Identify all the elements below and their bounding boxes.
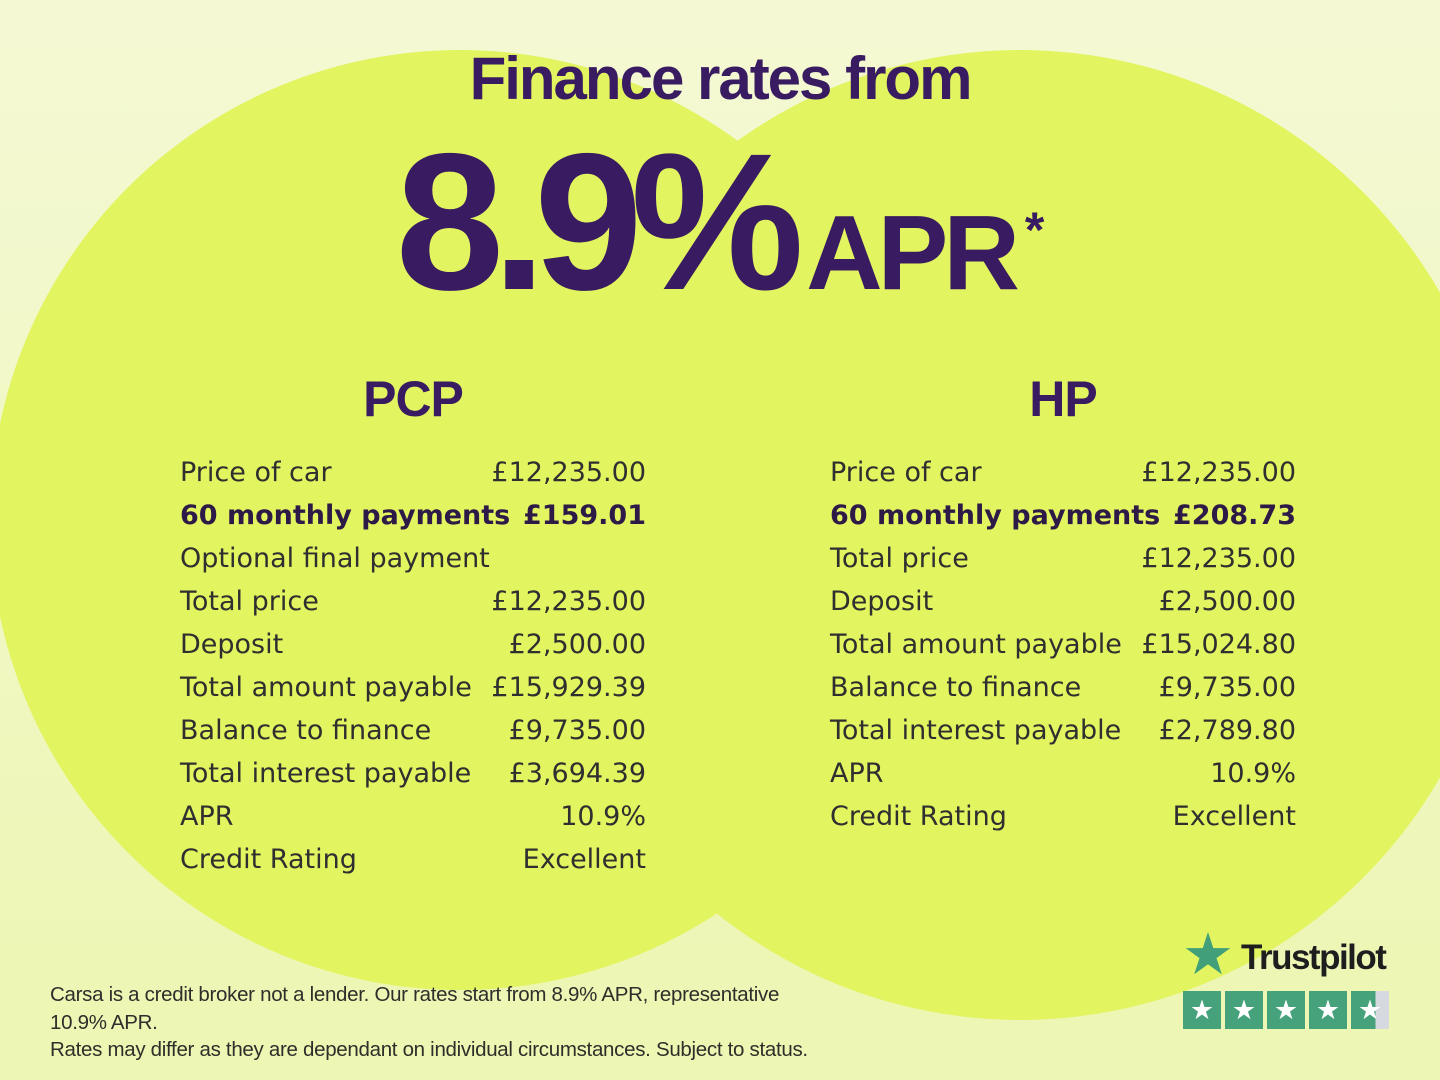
row-value: £208.73 (1173, 500, 1296, 531)
row-value: £12,235.00 (491, 586, 646, 617)
table-row: Optional final payment (180, 537, 646, 580)
table-row: APR 10.9% (830, 752, 1296, 795)
row-label: Price of car (180, 457, 332, 488)
star-icon: ★ (1315, 995, 1341, 1025)
background-circle-right (535, 50, 1440, 1020)
hero-rate-value: 8.9% (395, 113, 804, 331)
row-label: Price of car (830, 457, 982, 488)
row-value: £9,735.00 (508, 715, 646, 746)
table-row: Credit Rating Excellent (830, 795, 1296, 838)
row-label: Deposit (180, 629, 284, 660)
row-value: £12,235.00 (1141, 543, 1296, 574)
table-row: Price of car £12,235.00 (180, 451, 646, 494)
table-row: Total price £12,235.00 (830, 537, 1296, 580)
row-value: £12,235.00 (1141, 457, 1296, 488)
row-label: Optional final payment (180, 543, 490, 574)
row-value: £15,929.39 (491, 672, 646, 703)
row-label: APR (180, 801, 234, 832)
rating-star-box: ★ (1225, 991, 1263, 1029)
row-label: Deposit (830, 586, 934, 617)
row-value: 10.9% (560, 801, 646, 832)
hp-finance-table: HP Price of car £12,235.00 60 monthly pa… (830, 372, 1296, 838)
row-label: 60 monthly payments (180, 500, 511, 531)
disclaimer-text: Carsa is a credit broker not a lender. O… (50, 981, 810, 1064)
row-label: Credit Rating (830, 801, 1007, 832)
hero-apr-label: APR (806, 194, 1020, 312)
trustpilot-brand-text: Trustpilot (1241, 938, 1387, 977)
hp-rows: Price of car £12,235.00 60 monthly payme… (830, 451, 1296, 838)
table-row: Deposit £2,500.00 (830, 580, 1296, 623)
star-icon: ★ (1189, 995, 1215, 1025)
table-row: Balance to finance £9,735.00 (830, 666, 1296, 709)
row-value: 10.9% (1210, 758, 1296, 789)
row-label: Credit Rating (180, 844, 357, 875)
row-value: £159.01 (523, 500, 646, 531)
star-icon: ★ (1357, 995, 1383, 1025)
table-row: Deposit £2,500.00 (180, 623, 646, 666)
row-value: £2,500.00 (1158, 586, 1296, 617)
hp-heading: HP (1029, 371, 1097, 427)
hero-rate-banner: 8.9% APR * (0, 125, 1440, 320)
disclaimer-line-2: Rates may differ as they are dependant o… (50, 1038, 808, 1061)
trustpilot-star-icon: ★ (1182, 922, 1234, 987)
star-icon: ★ (1273, 995, 1299, 1025)
pcp-rows: Price of car £12,235.00 60 monthly payme… (180, 451, 646, 881)
pcp-heading: PCP (363, 371, 464, 427)
row-label: Total interest payable (180, 758, 472, 789)
row-label: 60 monthly payments (830, 500, 1161, 531)
table-row: Total interest payable £2,789.80 (830, 709, 1296, 752)
table-row: Total amount payable £15,929.39 (180, 666, 646, 709)
rating-star-box: ★ (1309, 991, 1347, 1029)
row-label: Balance to finance (830, 672, 1082, 703)
table-row: 60 monthly payments £159.01 (180, 494, 646, 537)
rating-star-box: ★ (1183, 991, 1221, 1029)
star-icon: ★ (1231, 995, 1257, 1025)
trustpilot-rating-stars: ★ ★ ★ ★ ★ (1183, 991, 1389, 1029)
table-row: Credit Rating Excellent (180, 838, 646, 881)
trustpilot-logo: ★ Trustpilot (1182, 922, 1387, 988)
row-value: £2,500.00 (508, 629, 646, 660)
pcp-finance-table: PCP Price of car £12,235.00 60 monthly p… (180, 372, 646, 881)
row-label: Total price (830, 543, 969, 574)
table-row: Balance to finance £9,735.00 (180, 709, 646, 752)
row-value: Excellent (1172, 801, 1296, 832)
table-row: Total amount payable £15,024.80 (830, 623, 1296, 666)
row-label: Total amount payable (830, 629, 1122, 660)
rating-star-box: ★ (1267, 991, 1305, 1029)
row-value: £15,024.80 (1141, 629, 1296, 660)
hero-asterisk: * (1024, 202, 1045, 258)
row-value: £9,735.00 (1158, 672, 1296, 703)
row-label: Balance to finance (180, 715, 432, 746)
row-label: Total interest payable (830, 715, 1122, 746)
row-label: Total price (180, 586, 319, 617)
table-row: Total price £12,235.00 (180, 580, 646, 623)
table-row: APR 10.9% (180, 795, 646, 838)
rating-star-box-half: ★ (1351, 991, 1389, 1029)
row-value: £2,789.80 (1158, 715, 1296, 746)
row-value: Excellent (522, 844, 646, 875)
table-row: 60 monthly payments £208.73 (830, 494, 1296, 537)
page-title: Finance rates from (469, 45, 973, 112)
row-value: £12,235.00 (491, 457, 646, 488)
row-label: APR (830, 758, 884, 789)
row-label: Total amount payable (180, 672, 472, 703)
table-row: Price of car £12,235.00 (830, 451, 1296, 494)
disclaimer-line-1: Carsa is a credit broker not a lender. O… (50, 983, 780, 1034)
table-row: Total interest payable £3,694.39 (180, 752, 646, 795)
row-value: £3,694.39 (508, 758, 646, 789)
